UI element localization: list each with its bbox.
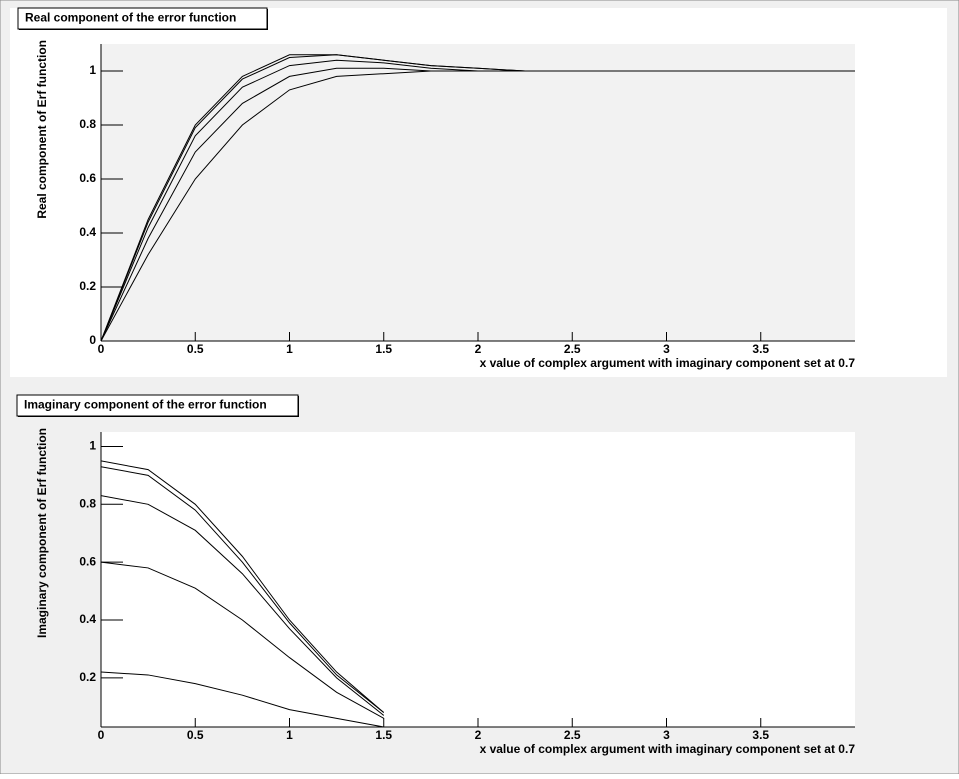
y-tick-label: 0: [89, 333, 96, 347]
y-tick-label: 0.2: [79, 279, 96, 293]
plot-frame: [101, 44, 855, 341]
x-tick-label: 0: [98, 728, 105, 742]
x-tick-label: 3.5: [752, 342, 769, 356]
line: [101, 54, 526, 341]
x-tick-label: 1.5: [375, 342, 392, 356]
x-tick-label: 1: [286, 342, 293, 356]
line: [101, 70, 855, 341]
y-tick-label: 0.6: [79, 554, 96, 568]
x-tick-label: 1.5: [375, 728, 392, 742]
x-tick-label: 2.5: [564, 342, 581, 356]
line: [101, 671, 384, 727]
y-tick-label: 0.6: [79, 171, 96, 185]
y-axis-label: Real component of Erf function: [35, 40, 49, 219]
y-tick-label: 0.2: [79, 670, 96, 684]
chart-title: Real component of the error function: [25, 11, 236, 25]
line: [101, 495, 385, 716]
chart-title: Imaginary component of the error functio…: [24, 398, 267, 412]
x-tick-label: 3: [663, 728, 670, 742]
x-tick-label: 2: [475, 342, 482, 356]
title-box: [17, 7, 268, 30]
x-tick-label: 2.5: [564, 728, 581, 742]
x-tick-label: 2: [475, 728, 482, 742]
x-axis-label: x value of complex argument with imagina…: [480, 742, 856, 756]
x-tick-label: 3.5: [752, 728, 769, 742]
y-tick-label: 0.4: [79, 225, 96, 239]
x-tick-label: 0.5: [187, 342, 204, 356]
y-tick-label: 0.8: [79, 117, 96, 131]
plot-frame: [101, 432, 855, 727]
x-tick-label: 3: [663, 342, 670, 356]
x-tick-label: 0.5: [187, 728, 204, 742]
y-tick-label: 1: [89, 63, 96, 77]
y-tick-label: 0.4: [79, 612, 96, 626]
plot-lines: [101, 54, 855, 341]
title-box: [16, 394, 299, 417]
y-tick-label: 1: [89, 439, 96, 453]
plot-lines: [101, 460, 385, 727]
line: [101, 460, 385, 713]
x-axis-label: x value of complex argument with imagina…: [480, 356, 856, 370]
y-tick-label: 0.8: [79, 496, 96, 510]
x-tick-label: 1: [286, 728, 293, 742]
line: [101, 561, 384, 719]
y-axis-label: Imaginary component of Erf function: [35, 428, 49, 638]
x-tick-label: 0: [98, 342, 105, 356]
line: [101, 59, 526, 341]
line: [101, 466, 385, 713]
